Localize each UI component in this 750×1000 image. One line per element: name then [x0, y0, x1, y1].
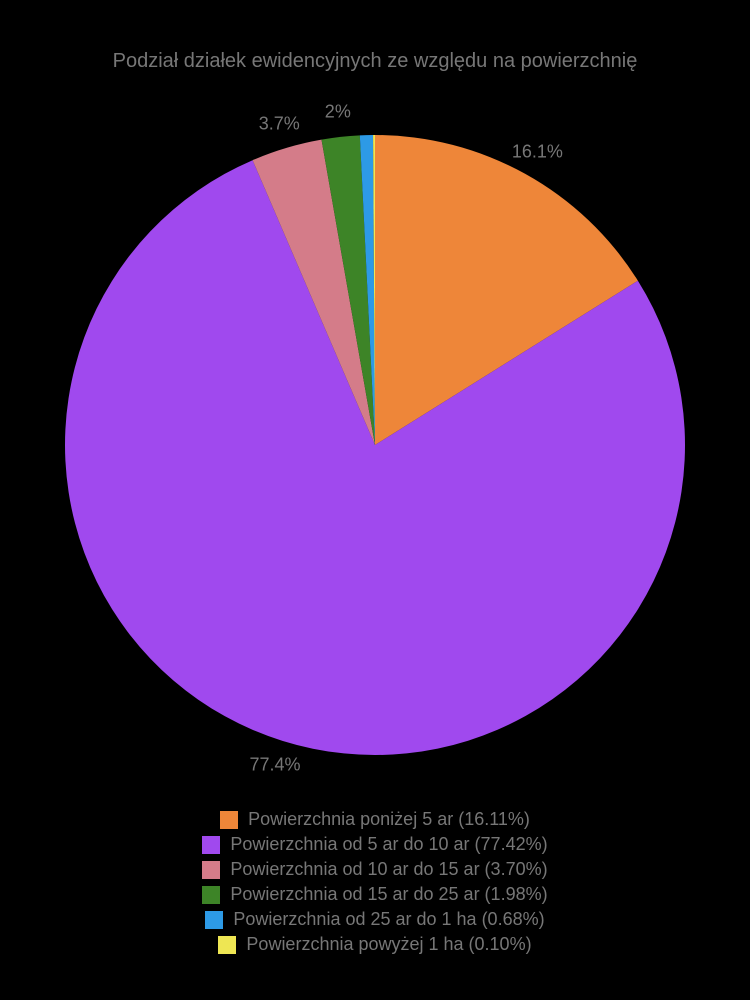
slice-label: 77.4%: [249, 754, 300, 775]
legend-label: Powierzchnia od 5 ar do 10 ar (77.42%): [230, 834, 547, 855]
legend-item: Powierzchnia powyżej 1 ha (0.10%): [0, 934, 750, 955]
legend-label: Powierzchnia powyżej 1 ha (0.10%): [246, 934, 531, 955]
slice-label: 3.7%: [259, 113, 300, 134]
pie-svg: [50, 120, 700, 770]
slice-label: 2%: [325, 102, 351, 123]
legend-item: Powierzchnia od 25 ar do 1 ha (0.68%): [0, 909, 750, 930]
legend-swatch: [202, 861, 220, 879]
legend-swatch: [218, 936, 236, 954]
legend-swatch: [202, 836, 220, 854]
legend-item: Powierzchnia od 10 ar do 15 ar (3.70%): [0, 859, 750, 880]
chart-title: Podział działek ewidencyjnych ze względu…: [0, 50, 750, 73]
pie-area: 16.1%77.4%3.7%2%: [50, 120, 700, 770]
slice-label: 16.1%: [512, 142, 563, 163]
legend-swatch: [202, 886, 220, 904]
legend-item: Powierzchnia poniżej 5 ar (16.11%): [0, 809, 750, 830]
legend-swatch: [220, 811, 238, 829]
legend-label: Powierzchnia od 25 ar do 1 ha (0.68%): [233, 909, 544, 930]
legend-item: Powierzchnia od 5 ar do 10 ar (77.42%): [0, 834, 750, 855]
legend: Powierzchnia poniżej 5 ar (16.11%) Powier…: [0, 805, 750, 959]
legend-item: Powierzchnia od 15 ar do 25 ar (1.98%): [0, 884, 750, 905]
legend-swatch: [205, 911, 223, 929]
chart-container: Podział działek ewidencyjnych ze względu…: [0, 0, 750, 1000]
legend-label: Powierzchnia od 10 ar do 15 ar (3.70%): [230, 859, 547, 880]
legend-label: Powierzchnia od 15 ar do 25 ar (1.98%): [230, 884, 547, 905]
legend-label: Powierzchnia poniżej 5 ar (16.11%): [248, 809, 530, 830]
